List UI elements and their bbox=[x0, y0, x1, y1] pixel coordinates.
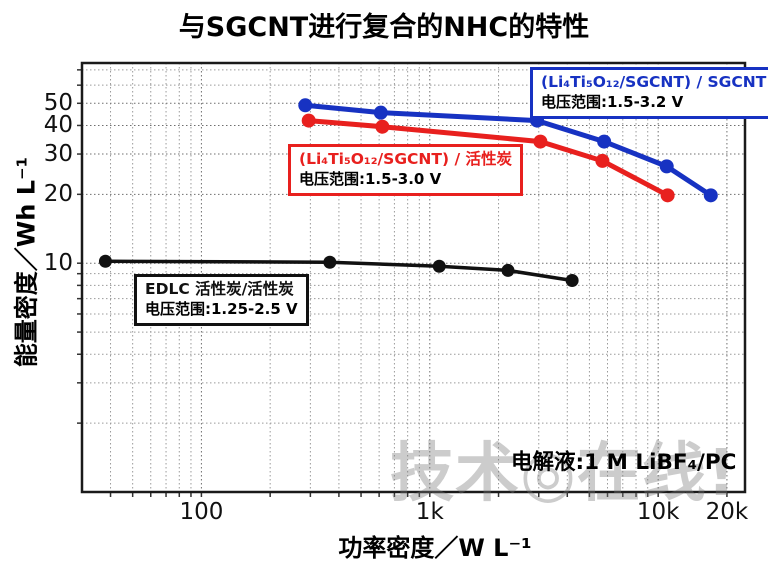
data-point-series-0 bbox=[703, 188, 718, 203]
electrolyte-annotation: 电解液:1 M LiBF₄/PC bbox=[511, 450, 737, 475]
chart-title: 与SGCNT进行复合的NHC的特性 bbox=[178, 12, 590, 43]
y-tick-label-40: 40 bbox=[43, 112, 73, 139]
plot-area bbox=[77, 61, 747, 497]
legend-voltage-range: 电压范围:1.5-3.0 V bbox=[299, 169, 442, 188]
series-line-0 bbox=[305, 102, 713, 198]
data-point-series-0 bbox=[298, 98, 313, 113]
legend-voltage-range: 电压范围:1.5-3.2 V bbox=[541, 92, 684, 111]
data-point-series-1 bbox=[375, 119, 390, 134]
y-tick-label-30: 30 bbox=[43, 141, 73, 168]
data-point-series-0 bbox=[373, 105, 388, 120]
x-axis-title: 功率密度／W L⁻¹ bbox=[338, 534, 532, 562]
data-point-series-1 bbox=[595, 153, 610, 168]
data-point-series-2 bbox=[323, 255, 337, 269]
data-point-series-0 bbox=[597, 134, 612, 149]
y-tick-label-10: 10 bbox=[43, 250, 73, 277]
legend-lto-sgcnt-sgcnt: (Li₄Ti₅O₁₂/SGCNT) / SGCNT 电压范围:1.5-3.2 V bbox=[530, 67, 768, 120]
watermark: 技术◎在线! bbox=[390, 437, 738, 511]
legend-edlc: EDLC 活性炭/活性炭 电压范围:1.25-2.5 V bbox=[134, 274, 309, 327]
plot-border bbox=[80, 61, 747, 494]
y-tick-label-20: 20 bbox=[43, 181, 73, 208]
legend-voltage-range: 电压范围:1.25-2.5 V bbox=[145, 299, 298, 318]
data-point-series-2 bbox=[98, 254, 112, 268]
data-point-series-2 bbox=[501, 263, 515, 277]
x-tick-label-1k: 1k bbox=[415, 499, 444, 525]
data-point-series-2 bbox=[432, 259, 446, 273]
data-point-series-0 bbox=[659, 159, 674, 174]
data-point-series-1 bbox=[660, 188, 675, 203]
y-tick-label-50: 50 bbox=[43, 90, 73, 117]
legend-series-name: (Li₄Ti₅O₁₂/SGCNT) / SGCNT bbox=[541, 73, 767, 91]
legend-series-name: EDLC 活性炭/活性炭 bbox=[145, 280, 294, 298]
data-point-series-1 bbox=[533, 134, 548, 149]
x-tick-label-100: 100 bbox=[179, 499, 224, 525]
data-point-series-1 bbox=[301, 113, 316, 128]
legend-lto-sgcnt-activated-carbon: (Li₄Ti₅O₁₂/SGCNT) / 活性炭 电压范围:1.5-3.0 V bbox=[288, 144, 523, 197]
x-tick-label-10k: 10k bbox=[636, 499, 680, 525]
legend-series-name: (Li₄Ti₅O₁₂/SGCNT) / 活性炭 bbox=[299, 150, 512, 168]
data-point-series-2 bbox=[565, 274, 579, 288]
x-tick-label-20k: 20k bbox=[705, 499, 749, 525]
